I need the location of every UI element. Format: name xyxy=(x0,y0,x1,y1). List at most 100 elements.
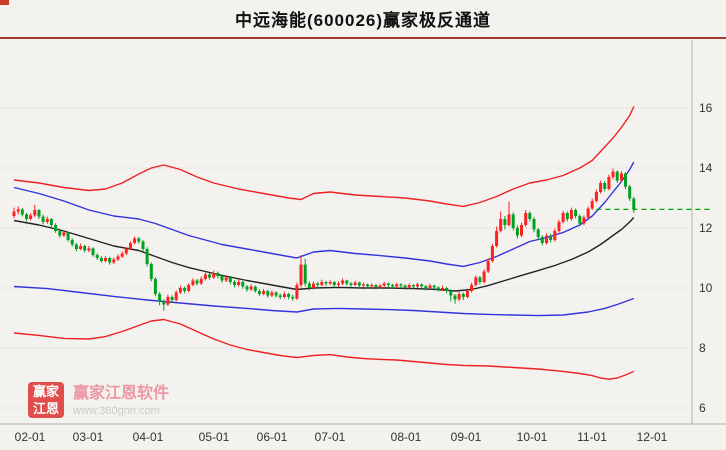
candle-body xyxy=(553,231,557,240)
candle-body xyxy=(120,253,124,257)
candle-body xyxy=(366,284,370,287)
candle-body xyxy=(528,213,532,219)
candle-body xyxy=(278,295,282,297)
candle-body xyxy=(16,209,20,212)
x-tick-label: 07-01 xyxy=(315,430,346,444)
candle-body xyxy=(133,238,137,243)
candle-body xyxy=(332,282,336,285)
candle-body xyxy=(453,295,457,300)
candle-body xyxy=(287,294,291,297)
candle-body xyxy=(241,282,245,287)
candle-body xyxy=(253,286,257,291)
brand-name: 赢家江恩软件 xyxy=(73,385,170,402)
candle-body xyxy=(478,277,482,282)
candle-body xyxy=(58,231,62,236)
candle-body xyxy=(557,222,561,231)
candle-body xyxy=(445,288,449,291)
candle-body xyxy=(599,183,603,192)
candle-body xyxy=(328,282,332,284)
candle-body xyxy=(166,297,170,305)
candle-body xyxy=(457,294,461,300)
channel-line-upper_blue xyxy=(13,161,635,268)
candle-body xyxy=(320,282,324,285)
candle-body xyxy=(141,241,145,249)
window-corner-accent xyxy=(0,0,9,5)
candle-body xyxy=(582,217,586,224)
candle-body xyxy=(374,285,378,288)
candle-body xyxy=(245,286,249,290)
candle-body xyxy=(262,291,266,294)
candle-body xyxy=(220,276,224,281)
candle-body xyxy=(216,273,220,276)
candle-body xyxy=(428,285,432,288)
candle-body xyxy=(461,294,465,297)
candle-body xyxy=(465,291,469,297)
candle-body xyxy=(70,240,74,245)
y-tick-label: 6 xyxy=(699,401,706,415)
candle-body xyxy=(99,258,103,261)
candle-body xyxy=(545,235,548,243)
candle-body xyxy=(153,279,157,294)
candle-body xyxy=(282,294,286,297)
candle-body xyxy=(361,284,365,286)
candle-body xyxy=(62,232,66,236)
candle-body xyxy=(578,216,582,224)
candle-body xyxy=(324,282,328,284)
candle-body xyxy=(33,210,37,216)
candle-body xyxy=(307,283,311,288)
candle-body xyxy=(249,286,253,290)
candle-body xyxy=(12,211,16,216)
x-tick-label: 02-01 xyxy=(15,430,46,444)
brand-logo-icon: 赢家江恩 xyxy=(28,382,64,418)
x-tick-label: 05-01 xyxy=(199,430,230,444)
channel-line-upper_red xyxy=(13,106,635,208)
candle-body xyxy=(594,192,598,201)
candle-body xyxy=(149,264,153,279)
candle-body xyxy=(37,210,41,217)
x-tick-label: 09-01 xyxy=(451,430,482,444)
candle-body xyxy=(382,283,386,286)
candle-body xyxy=(441,288,444,290)
candle-body xyxy=(474,277,478,285)
y-tick-label: 16 xyxy=(699,101,713,115)
candle-body xyxy=(399,284,403,286)
candle-body xyxy=(79,246,83,249)
candle-body xyxy=(615,171,619,181)
candle-body xyxy=(549,235,553,240)
candle-body xyxy=(565,213,569,219)
y-axis-labels: 6 8 10 12 14 16 xyxy=(699,101,713,415)
candle-body xyxy=(378,285,382,288)
candle-body xyxy=(87,248,91,251)
candle-body xyxy=(507,214,511,225)
candle-body xyxy=(603,183,607,189)
candle-body xyxy=(386,283,390,285)
y-tick-label: 8 xyxy=(699,341,706,355)
candle-body xyxy=(183,288,187,291)
candle-body xyxy=(208,274,211,278)
candle-body xyxy=(536,229,540,237)
candle-body xyxy=(411,285,415,287)
candle-body xyxy=(353,282,357,285)
candle-body xyxy=(257,291,261,294)
candle-body xyxy=(561,213,565,222)
candle-body xyxy=(349,283,353,285)
candle-body xyxy=(54,225,58,231)
candle-body xyxy=(303,264,307,284)
candle-body xyxy=(403,285,407,288)
candle-body xyxy=(395,284,399,287)
candle-body xyxy=(203,274,207,279)
y-tick-label: 14 xyxy=(699,161,713,175)
candle-body xyxy=(274,292,278,296)
candles xyxy=(12,168,636,311)
candle-body xyxy=(116,256,120,260)
candle-body xyxy=(632,198,636,210)
x-tick-label: 03-01 xyxy=(73,430,104,444)
candle-body xyxy=(312,283,315,288)
candle-body xyxy=(370,285,374,287)
candle-body xyxy=(299,264,303,285)
candle-body xyxy=(41,216,45,222)
candle-body xyxy=(212,273,216,278)
chart-title: 中远海能(600026)赢家极反通道 xyxy=(234,11,492,30)
